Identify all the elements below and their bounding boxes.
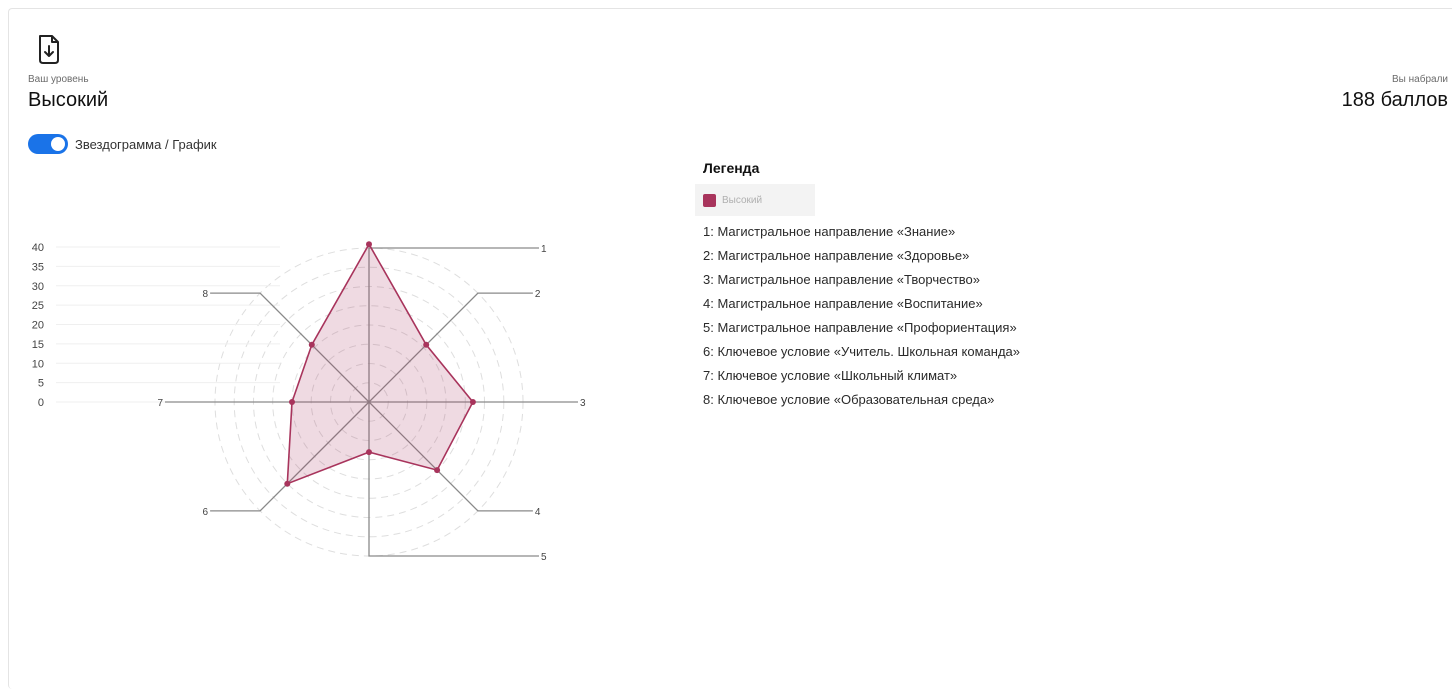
tick-label: 25: [32, 300, 44, 312]
level-caption: Ваш уровень: [28, 74, 89, 85]
axis-label: 1: [541, 244, 547, 255]
axis-line: [368, 401, 533, 512]
file-download-icon: [39, 35, 59, 64]
data-point[interactable]: [423, 341, 430, 348]
legend-item: 1: Магистральное направление «Знание»: [703, 224, 956, 239]
axis-line: [210, 401, 370, 512]
chart-type-toggle-row: Звездограмма / График: [28, 134, 217, 154]
axis-label: 4: [535, 507, 541, 518]
radar-chart: 0 5 10 15 20 25 30 35 40 1 2 3 4 5 6 7 8: [32, 241, 586, 563]
legend-item: 8: Ключевое условие «Образовательная сре…: [703, 392, 995, 407]
axis-label: 3: [580, 398, 586, 409]
chart-type-toggle-label: Звездограмма / График: [75, 136, 217, 152]
axis-label: 6: [203, 507, 209, 518]
data-point[interactable]: [289, 399, 295, 405]
legend-axis-list: 1: Магистральное направление «Знание» 2: …: [703, 220, 1020, 412]
legend-item: 5: Магистральное направление «Профориент…: [703, 320, 1017, 335]
legend-series-toggle[interactable]: Высокий: [695, 184, 815, 216]
tick-label: 30: [32, 281, 44, 293]
legend-series-name: Высокий: [722, 194, 763, 206]
result-panel: [8, 8, 1452, 689]
tick-label: 0: [38, 397, 44, 409]
data-point[interactable]: [308, 341, 315, 348]
tick-label: 10: [32, 358, 44, 370]
legend-item: 6: Ключевое условие «Учитель. Школьная к…: [703, 344, 1021, 359]
axis-label: 7: [157, 398, 163, 409]
data-point[interactable]: [366, 241, 372, 248]
series-area: [286, 242, 474, 485]
data-point[interactable]: [469, 399, 476, 405]
legend-item: 7: Ключевое условие «Школьный климат»: [703, 368, 958, 383]
legend-item: 4: Магистральное направление «Воспитание…: [703, 296, 983, 311]
legend-item: 2: Магистральное направление «Здоровье»: [703, 248, 970, 263]
tick-label: 40: [32, 242, 44, 254]
data-point[interactable]: [284, 480, 291, 487]
axis-label: 8: [203, 289, 209, 300]
axis-line: [368, 292, 533, 403]
axis-line: [368, 247, 539, 402]
legend-series-swatch: [703, 193, 716, 207]
axis-label: 5: [541, 552, 547, 563]
data-point[interactable]: [434, 467, 441, 474]
download-button[interactable]: [36, 34, 62, 66]
score-value: 188 баллов: [1341, 89, 1448, 111]
tick-label: 15: [32, 339, 44, 351]
axis-line: [210, 292, 370, 403]
legend: Легенда Высокий 1: Магистральное направл…: [695, 160, 1020, 412]
tick-label: 35: [32, 261, 44, 273]
legend-title: Легенда: [703, 160, 760, 176]
level-value: Высокий: [28, 89, 109, 111]
chart-type-toggle[interactable]: [28, 134, 68, 154]
axis-label: 2: [535, 289, 541, 300]
tick-label: 5: [38, 378, 44, 390]
score-caption: Вы набрали: [1392, 74, 1448, 85]
data-point[interactable]: [366, 449, 372, 456]
legend-item: 3: Магистральное направление «Творчество…: [703, 272, 981, 287]
tick-label: 20: [32, 320, 44, 332]
